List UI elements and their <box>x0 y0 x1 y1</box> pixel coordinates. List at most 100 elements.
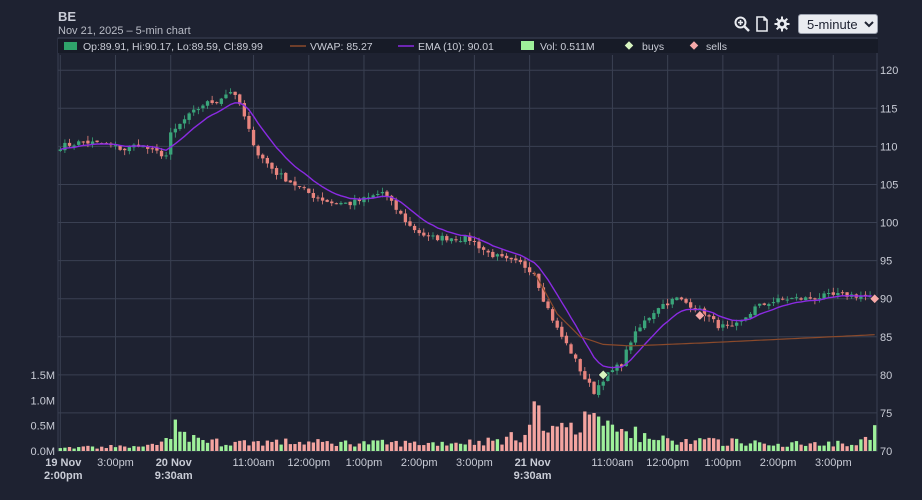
candle-body <box>675 297 679 301</box>
volume-bar <box>850 444 854 451</box>
volume-bar <box>619 428 624 451</box>
volume-bar <box>169 439 173 451</box>
legend-buys: buys <box>642 41 664 53</box>
candle-body <box>527 267 532 273</box>
candle-body <box>491 251 495 258</box>
candle-body <box>394 200 398 210</box>
price-tick-label: 110 <box>880 141 898 153</box>
price-tick-label: 95 <box>880 256 892 268</box>
volume-bar <box>109 444 113 451</box>
volume-bar <box>684 439 688 451</box>
candle-body <box>523 261 527 268</box>
candle-body <box>348 201 352 206</box>
volume-bar <box>808 443 812 451</box>
candle-body <box>661 304 665 309</box>
time-tick-label: 1:00pm <box>346 457 383 469</box>
volume-bar <box>518 442 523 451</box>
volume-bar <box>537 405 541 451</box>
candle-body <box>472 241 477 243</box>
candle-body <box>67 142 72 146</box>
candle-body <box>776 298 780 303</box>
volume-bar <box>583 411 587 451</box>
volume-bar <box>840 443 845 451</box>
buy-marker <box>597 369 609 381</box>
volume-bar <box>845 446 849 451</box>
candle-body <box>178 123 182 130</box>
candle-body <box>555 320 559 328</box>
time-tick-label: 2:00pm <box>760 457 797 469</box>
candle-body <box>399 210 403 214</box>
plot-frame <box>57 37 878 452</box>
gear-icon[interactable] <box>774 16 790 32</box>
volume-bar <box>256 441 260 451</box>
volume-bar <box>435 445 440 451</box>
candle-body <box>748 313 753 318</box>
volume-bar <box>716 439 720 451</box>
candle-body <box>155 147 159 151</box>
interval-select[interactable]: 5-minute <box>798 14 878 34</box>
volume-bar <box>150 443 154 451</box>
volume-bar <box>343 440 348 451</box>
candle-body <box>712 316 716 320</box>
candle-body <box>688 302 693 308</box>
candle-body <box>481 247 486 250</box>
time-tick-label: 9:30am <box>155 470 193 482</box>
candle-body <box>804 297 808 301</box>
volume-bar <box>67 447 72 451</box>
candle-body <box>90 141 95 145</box>
volume-bar <box>288 444 293 451</box>
volume-bar <box>316 439 320 451</box>
candle-body <box>633 331 638 343</box>
candle-body <box>293 181 297 186</box>
volume-bar <box>578 432 582 451</box>
candle-body <box>454 239 458 241</box>
vwap-line <box>533 271 875 347</box>
volume-bar <box>817 445 822 451</box>
volume-bar <box>362 441 366 451</box>
volume-bar <box>201 440 205 451</box>
volume-bar <box>615 431 619 451</box>
document-icon[interactable] <box>754 16 770 32</box>
volume-bar <box>458 443 463 451</box>
volume-bar <box>394 440 398 451</box>
volume-bar <box>831 446 835 451</box>
volume-bar <box>836 440 840 451</box>
volume-bar <box>495 439 500 451</box>
volume-bar <box>509 432 513 451</box>
time-tick-label: 3:00pm <box>97 457 134 469</box>
candle-body <box>592 381 596 394</box>
volume-bar <box>665 438 670 451</box>
candle-body <box>169 132 173 155</box>
candle-body <box>735 322 739 326</box>
candle-body <box>624 349 628 367</box>
volume-bar <box>422 445 426 451</box>
volume-bar <box>638 442 642 451</box>
candle-body <box>251 129 256 146</box>
candle-body <box>431 235 435 237</box>
volume-bar <box>426 442 431 451</box>
candle-body <box>758 303 762 306</box>
price-tick-label: 80 <box>880 370 892 382</box>
volume-bar <box>491 440 495 451</box>
candle-body <box>288 180 293 183</box>
volume-bar <box>606 420 610 451</box>
candle-body <box>702 308 707 317</box>
volume-bar <box>790 442 794 451</box>
candle-body <box>205 101 210 106</box>
candle-body <box>836 292 840 296</box>
price-tick-label: 115 <box>880 103 898 115</box>
volume-bar <box>698 438 702 451</box>
volume-bar <box>251 441 256 451</box>
zoom-in-icon[interactable] <box>734 16 750 32</box>
legend-ohlc: Op:89.91, Hi:90.17, Lo:89.59, Cl:89.99 <box>83 41 263 53</box>
volume-bar <box>670 440 674 451</box>
candle-body <box>182 119 187 124</box>
volume-bar <box>564 427 569 451</box>
candle-body <box>297 186 302 188</box>
candle-body <box>817 298 822 300</box>
volume-bar <box>58 448 62 451</box>
ema-line <box>60 102 875 369</box>
volume-bar <box>477 440 481 451</box>
volume-bar <box>132 446 136 451</box>
volume-bar <box>730 438 734 451</box>
